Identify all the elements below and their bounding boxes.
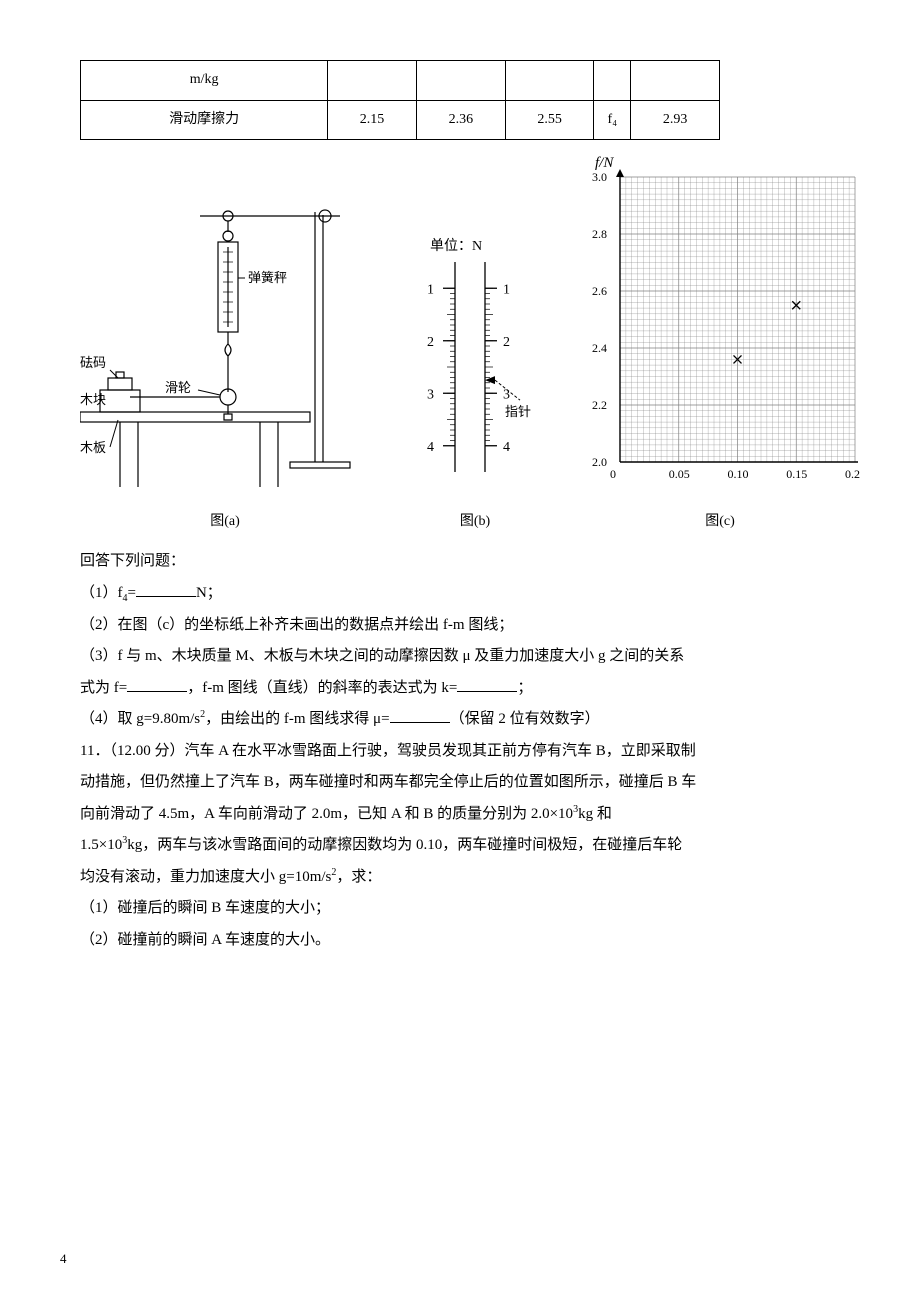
page-number: 4 — [60, 1247, 67, 1272]
svg-text:3: 3 — [503, 387, 510, 402]
blank-f-expr — [127, 675, 187, 692]
svg-text:0.20: 0.20 — [845, 467, 860, 481]
answer-prompt: 回答下列问题： — [80, 547, 860, 576]
svg-text:指针: 指针 — [505, 404, 531, 419]
figures-row: 弹簧秤 砝码 滑轮 木块 木板 图(a) 单位：N 1 1 2 2 3 3 4 4 指针 图(… — [80, 152, 860, 535]
label-weight: 砝码 — [80, 355, 106, 370]
cell-v2: 2.36 — [416, 100, 505, 140]
row2-label: 滑动摩擦力 — [81, 100, 328, 140]
q2: （2）在图（c）的坐标纸上补齐未画出的数据点并绘出 f‐m 图线； — [80, 611, 860, 640]
svg-text:1: 1 — [427, 282, 434, 297]
svg-text:1: 1 — [503, 282, 510, 297]
scale-reading-diagram: 单位：N 1 1 2 2 3 3 4 4 指针 — [400, 232, 550, 492]
row1-label: m/kg — [81, 61, 328, 101]
p11-line1: 11．（12.00 分）汽车 A 在水平冰雪路面上行驶，驾驶员发现其正前方停有汽… — [80, 737, 860, 766]
label-pulley: 滑轮 — [165, 380, 191, 395]
p11-q2: （2）碰撞前的瞬间 A 车速度的大小。 — [80, 926, 860, 955]
apparatus-diagram: 弹簧秤 砝码 滑轮 木块 木板 — [80, 192, 370, 492]
svg-text:4: 4 — [503, 440, 510, 455]
svg-text:2.2: 2.2 — [592, 398, 607, 412]
p11-line2: 动措施，但仍然撞上了汽车 B，两车碰撞时和两车都完全停止后的位置如图所示，碰撞后… — [80, 768, 860, 797]
svg-text:4: 4 — [427, 440, 434, 455]
p11-line4: 1.5×103kg，两车与该冰雪路面间的动摩擦因数均为 0.10，两车碰撞时间极… — [80, 831, 860, 860]
figure-b-caption: 图(b) — [400, 509, 550, 536]
cell-v3: 2.55 — [505, 100, 594, 140]
svg-text:0.15: 0.15 — [786, 467, 807, 481]
figure-b: 单位：N 1 1 2 2 3 3 4 4 指针 图(b) — [400, 232, 550, 535]
label-board: 木板 — [80, 440, 106, 455]
cell-v4: f₄ — [594, 100, 631, 140]
svg-text:2.4: 2.4 — [592, 341, 607, 355]
fm-plot: f/N 2.0 2.2 2.4 2.6 2.8 3.0 0 0.05 0.10 0.15 0.20 — [580, 152, 860, 492]
unit-label: 单位：N — [430, 238, 482, 254]
svg-text:2.6: 2.6 — [592, 284, 607, 298]
cell-v5: 2.93 — [631, 100, 720, 140]
svg-text:2: 2 — [427, 335, 434, 350]
q1: （1）f4=N； — [80, 579, 860, 608]
p11-line5: 均没有滚动，重力加速度大小 g=10m/s2，求： — [80, 863, 860, 892]
y-axis-label: f/N — [595, 155, 614, 171]
figure-a: 弹簧秤 砝码 滑轮 木块 木板 图(a) — [80, 192, 370, 535]
figure-c-caption: 图(c) — [580, 509, 860, 536]
svg-text:2: 2 — [503, 335, 510, 350]
label-spring: 弹簧秤 — [248, 270, 287, 285]
friction-data-table: m/kg 滑动摩擦力 2.15 2.36 2.55 f₄ 2.93 — [80, 60, 720, 140]
svg-text:3: 3 — [427, 387, 434, 402]
blank-f4 — [136, 580, 196, 597]
svg-text:3.0: 3.0 — [592, 170, 607, 184]
blank-k-expr — [457, 675, 517, 692]
figure-a-caption: 图(a) — [80, 509, 370, 536]
q4: （4）取 g=9.80m/s2，由绘出的 f‐m 图线求得 μ=（保留 2 位有… — [80, 705, 860, 734]
figure-c: f/N 2.02.22.42.62.83.000.050.100.150.20 … — [580, 152, 860, 535]
svg-text:0: 0 — [610, 467, 616, 481]
p11-q1: （1）碰撞后的瞬间 B 车速度的大小； — [80, 894, 860, 923]
svg-text:0.10: 0.10 — [728, 467, 749, 481]
blank-mu — [390, 706, 450, 723]
svg-text:0.05: 0.05 — [669, 467, 690, 481]
q3-line1: （3）f 与 m、木块质量 M、木板与木块之间的动摩擦因数 μ 及重力加速度大小… — [80, 642, 860, 671]
label-block: 木块 — [80, 392, 106, 407]
svg-text:2.8: 2.8 — [592, 227, 607, 241]
p11-line3: 向前滑动了 4.5m，A 车向前滑动了 2.0m，已知 A 和 B 的质量分别为… — [80, 800, 860, 829]
q3-line2: 式为 f=，f‐m 图线（直线）的斜率的表达式为 k=； — [80, 674, 860, 703]
cell-v1: 2.15 — [328, 100, 417, 140]
svg-text:2.0: 2.0 — [592, 455, 607, 469]
